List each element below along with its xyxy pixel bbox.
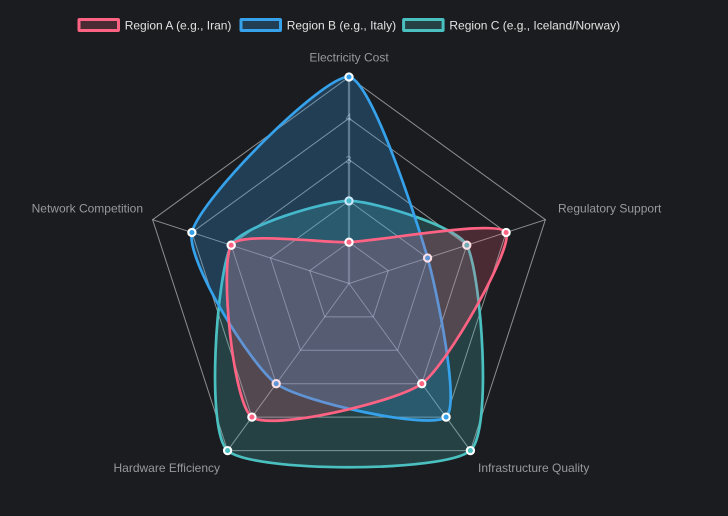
- svg-text:4: 4: [345, 112, 351, 124]
- svg-text:Infrastructure Quality: Infrastructure Quality: [478, 461, 589, 475]
- svg-text:Network Competition: Network Competition: [32, 202, 143, 216]
- svg-text:Region A (e.g., Iran): Region A (e.g., Iran): [125, 18, 232, 32]
- svg-text:Region C (e.g., Iceland/Norway: Region C (e.g., Iceland/Norway): [449, 18, 620, 32]
- svg-text:Electricity Cost: Electricity Cost: [309, 51, 389, 65]
- svg-text:Hardware Efficiency: Hardware Efficiency: [114, 461, 221, 475]
- svg-text:3: 3: [345, 154, 351, 166]
- svg-text:Region B (e.g., Italy): Region B (e.g., Italy): [287, 18, 396, 32]
- svg-text:Regulatory Support: Regulatory Support: [558, 202, 662, 216]
